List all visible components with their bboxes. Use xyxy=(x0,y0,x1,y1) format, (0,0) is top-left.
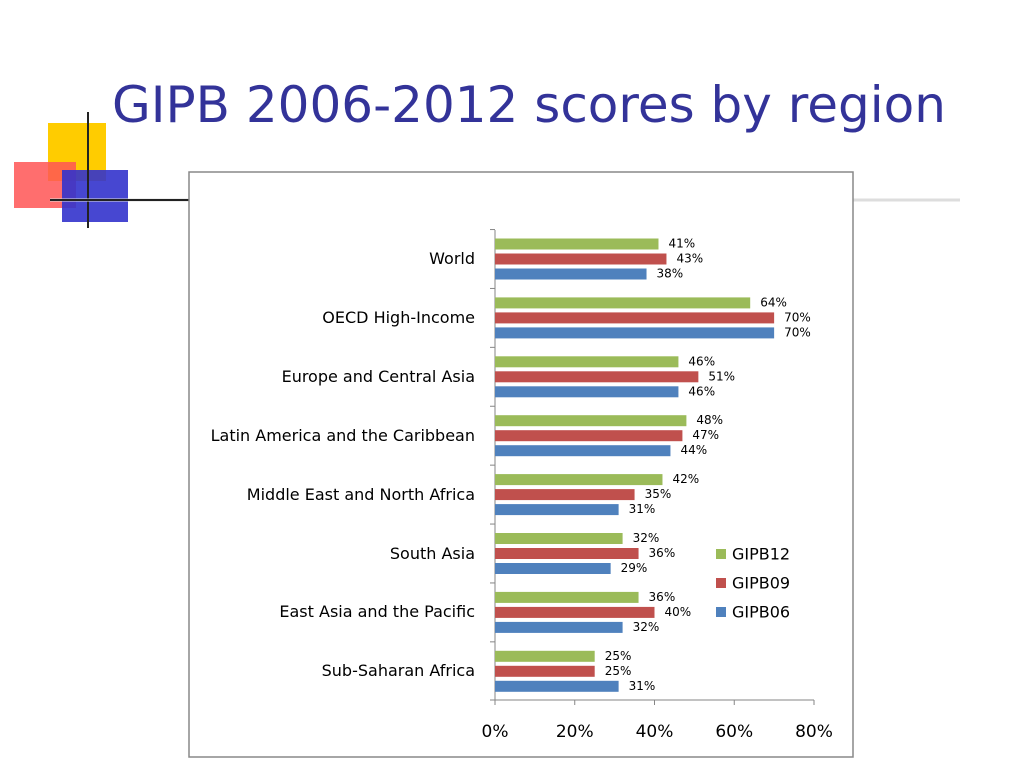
x-tick-label: 60% xyxy=(715,722,753,742)
decor-blue xyxy=(62,170,128,222)
value-label: 70% xyxy=(784,325,811,339)
value-label: 32% xyxy=(633,620,660,634)
legend-label: GIPB12 xyxy=(732,544,791,564)
value-label: 43% xyxy=(676,252,703,266)
value-label: 32% xyxy=(633,531,660,545)
value-label: 29% xyxy=(621,561,648,575)
value-label: 35% xyxy=(645,487,672,501)
y-tick-label: Latin America and the Caribbean xyxy=(210,425,475,445)
bar xyxy=(495,297,751,309)
bar xyxy=(495,415,687,427)
legend-swatch xyxy=(716,578,726,588)
bar xyxy=(495,650,595,662)
value-label: 31% xyxy=(629,679,656,693)
bar xyxy=(495,563,611,574)
value-label: 38% xyxy=(657,267,684,281)
bar xyxy=(495,606,655,618)
y-tick-label: World xyxy=(429,249,475,268)
y-tick-label: East Asia and the Pacific xyxy=(279,602,475,622)
y-tick-label: Sub-Saharan Africa xyxy=(321,661,475,681)
bar xyxy=(495,504,619,516)
bar xyxy=(495,680,619,692)
bar xyxy=(495,621,623,633)
bar xyxy=(495,253,667,265)
y-tick-label: South Asia xyxy=(389,543,475,563)
legend-swatch xyxy=(716,549,726,559)
value-label: 41% xyxy=(668,237,695,251)
x-tick-label: 20% xyxy=(556,722,594,742)
y-tick-label: OECD High-Income xyxy=(322,307,475,327)
bar xyxy=(495,430,683,442)
value-label: 51% xyxy=(708,369,735,383)
bar xyxy=(495,268,647,280)
bar xyxy=(495,238,659,250)
bar xyxy=(495,312,775,324)
value-label: 48% xyxy=(696,413,723,427)
value-label: 44% xyxy=(680,443,707,457)
value-label: 31% xyxy=(629,502,656,516)
bar xyxy=(495,489,635,501)
bar xyxy=(495,665,595,677)
value-label: 36% xyxy=(649,590,676,604)
x-tick-label: 80% xyxy=(795,722,833,742)
y-tick-label: Middle East and North Africa xyxy=(246,484,475,504)
bar xyxy=(495,445,671,457)
bar xyxy=(495,591,639,603)
bar xyxy=(495,386,679,398)
value-label: 47% xyxy=(692,428,719,442)
value-label: 46% xyxy=(688,384,715,398)
chart-title: GIPB 2006-2012 scores by region xyxy=(112,76,946,134)
value-label: 25% xyxy=(605,664,632,678)
bar xyxy=(495,356,679,368)
legend-swatch xyxy=(716,607,726,617)
value-label: 64% xyxy=(760,295,787,309)
bar xyxy=(495,533,623,544)
value-label: 25% xyxy=(605,649,632,663)
bar xyxy=(495,548,639,559)
y-tick-label: Europe and Central Asia xyxy=(281,366,475,386)
value-label: 46% xyxy=(688,354,715,368)
value-label: 36% xyxy=(649,546,676,560)
bar xyxy=(495,371,699,383)
value-label: 40% xyxy=(665,605,692,619)
x-tick-label: 0% xyxy=(482,722,509,742)
legend-label: GIPB06 xyxy=(732,602,791,622)
legend-label: GIPB09 xyxy=(732,573,791,593)
bar xyxy=(495,327,775,339)
bar xyxy=(495,474,663,486)
value-label: 42% xyxy=(672,472,699,486)
x-tick-label: 40% xyxy=(636,722,674,742)
value-label: 70% xyxy=(784,310,811,324)
